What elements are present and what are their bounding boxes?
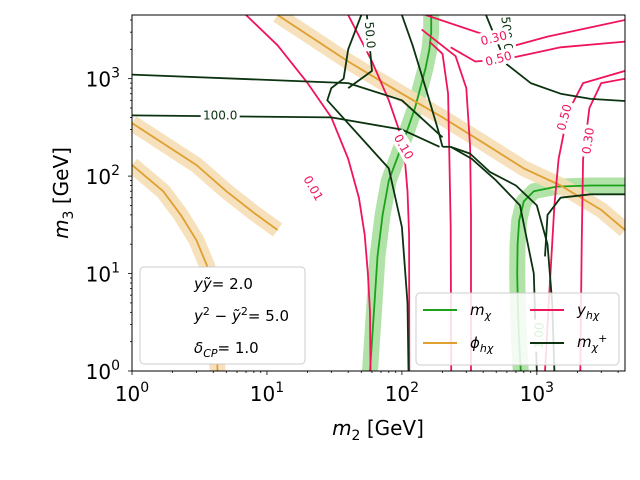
legend-entry-m-chi: mχ: [423, 301, 492, 322]
y_hchi-contour-2: [425, 15, 625, 47]
m_chiplus-contour-4: [401, 15, 444, 148]
param-y2-minus-ytilde2: y2 − ỹ2= 5.0: [193, 305, 289, 325]
m_chiplus-contour-8: [450, 146, 538, 371]
x-axis: 100 101 102 103: [115, 371, 619, 406]
contour-label-7: 0.50: [552, 99, 576, 135]
svg-text:mχ+: mχ+: [577, 332, 607, 354]
param-yy-tilde: yỹ= 2.0: [193, 275, 253, 293]
contour-labels-layer: 50.0100.0500.00.300.500.010.100.500.301.…: [200, 13, 598, 353]
contour-label-text: 0.30: [479, 28, 508, 48]
y-axis: 100 101 102 103: [86, 19, 132, 384]
contour-label-text: 100.0: [203, 108, 237, 122]
contour-label-text: 0.50: [484, 49, 513, 69]
m_chiplus-contour-3: [132, 73, 444, 138]
contour-label-text: 0.30: [579, 127, 597, 155]
y-tick-label-0: 100: [86, 358, 120, 384]
contour-label-0: 50.0: [361, 18, 380, 52]
contour-label-text: 50.0: [362, 21, 378, 49]
svg-text:yhχ: yhχ: [576, 301, 600, 322]
m_chiplus-contour-9: [544, 193, 625, 257]
contour-label-8: 0.30: [578, 123, 598, 158]
plot-frame: [131, 14, 626, 372]
y-tick-label-2: 102: [86, 163, 120, 189]
parameter-box: yỹ= 2.0 y2 − ỹ2= 5.0 δCP= 1.0: [139, 266, 306, 365]
y_hchi-contour-0: [245, 15, 372, 371]
x-tick-label-0: 100: [115, 380, 149, 406]
svg-text:mχ: mχ: [470, 301, 492, 322]
y-axis-label: m3 [GeV]: [49, 147, 77, 239]
y_hchi-contour-4: [421, 28, 472, 371]
m_chiplus-contour-0: [326, 15, 410, 371]
legend: mχ ϕhχ yhχ mχ+: [415, 292, 620, 366]
legend-entry-phi-hchi: ϕhχ: [423, 334, 494, 355]
m_chi-contour-0: [369, 15, 433, 371]
y_hchi-contour-5: [450, 40, 625, 63]
contour-label-1: 100.0: [200, 107, 240, 123]
x-tick-label-1: 101: [250, 380, 284, 406]
x-axis-label: m2 [GeV]: [332, 416, 424, 444]
svg-text:ϕhχ: ϕhχ: [470, 334, 494, 355]
contour-label-4: 0.50: [480, 46, 516, 70]
phi_hchi-contour-0: [132, 122, 279, 231]
y-tick-label-1: 101: [86, 261, 120, 287]
y_hchi-contour-3: [428, 40, 453, 371]
legend-entry-m-chiplus: mχ+: [530, 332, 607, 354]
contour-label-text: 0.50: [554, 103, 574, 132]
legend-entry-y-hchi: yhχ: [530, 301, 600, 322]
y-tick-label-3: 103: [86, 66, 120, 92]
phi_hchi-contour-2: [277, 15, 625, 231]
x-tick-label-3: 103: [520, 380, 554, 406]
param-delta-cp: δCP= 1.0: [194, 339, 259, 360]
contour-label-3: 0.30: [476, 26, 512, 49]
x-tick-label-2: 102: [385, 380, 419, 406]
